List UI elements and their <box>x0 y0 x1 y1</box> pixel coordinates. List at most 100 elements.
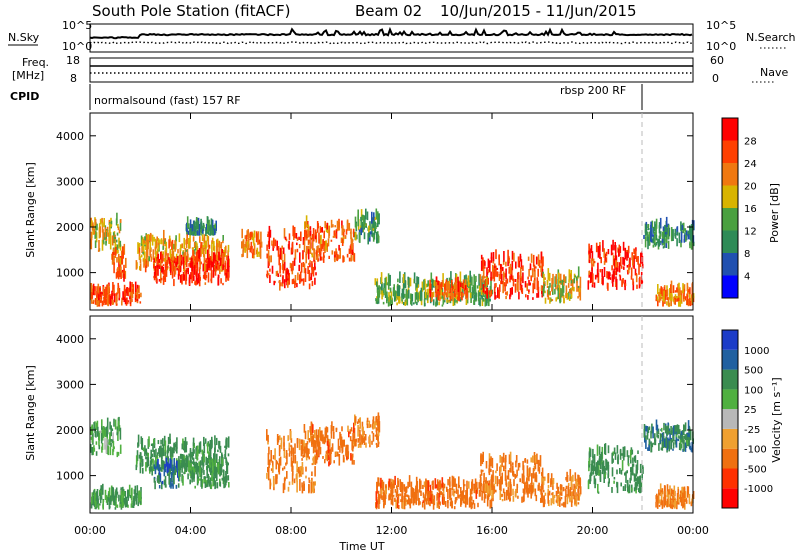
heatmap-cell <box>558 272 560 278</box>
heatmap-cell <box>156 258 159 265</box>
heatmap-cell <box>151 466 153 476</box>
heatmap-cell <box>164 440 167 452</box>
heatmap-cell <box>666 297 669 301</box>
heatmap-cell <box>214 228 216 236</box>
heatmap-cell <box>674 234 677 239</box>
heatmap-cell <box>157 440 160 445</box>
heatmap-cell <box>406 293 409 306</box>
heatmap-cell <box>488 458 491 468</box>
heatmap-cell <box>603 267 606 277</box>
heatmap-cell <box>590 258 593 265</box>
heatmap-cell <box>91 492 94 500</box>
heatmap-cell <box>423 279 425 291</box>
heatmap-cell <box>155 274 158 283</box>
heatmap-cell <box>632 472 634 476</box>
heatmap-cell <box>173 243 175 250</box>
heatmap-cell <box>514 279 517 282</box>
heatmap-cell <box>412 489 414 497</box>
power-scale-tick: 28 <box>744 137 757 148</box>
heatmap-cell <box>272 461 274 467</box>
heatmap-cell <box>206 234 209 242</box>
heatmap-cell <box>101 221 104 227</box>
heatmap-cell <box>458 281 461 294</box>
heatmap-cell <box>664 293 666 304</box>
heatmap-cell <box>115 501 117 508</box>
heatmap-cell <box>618 262 621 273</box>
heatmap-cell <box>94 286 96 291</box>
heatmap-cell <box>193 461 196 471</box>
heatmap-cell <box>570 480 573 489</box>
heatmap-cell <box>484 291 487 298</box>
heatmap-cell <box>112 252 114 263</box>
heatmap-cell <box>516 469 518 477</box>
heatmap-cell <box>189 228 191 232</box>
heatmap-cell <box>526 459 529 464</box>
heatmap-cell <box>153 449 155 458</box>
heatmap-cell <box>518 291 520 300</box>
heatmap-cell <box>269 229 272 238</box>
heatmap-cell <box>487 277 489 285</box>
heatmap-cell <box>377 435 379 442</box>
heatmap-cell <box>492 267 494 279</box>
heatmap-cell <box>162 438 164 447</box>
heatmap-cell <box>213 245 216 252</box>
heatmap-cell <box>267 249 270 262</box>
heatmap-cell <box>588 259 591 264</box>
heatmap-cell <box>602 240 604 252</box>
heatmap-cell <box>196 253 198 263</box>
heatmap-cell <box>537 254 540 267</box>
heatmap-cell <box>99 226 101 238</box>
heatmap-cell <box>471 481 473 486</box>
heatmap-cell <box>614 452 617 460</box>
heatmap-cell <box>490 468 492 472</box>
heatmap-cell <box>191 461 194 464</box>
heatmap-cell <box>202 451 204 460</box>
heatmap-cell <box>557 495 559 506</box>
heatmap-cell <box>689 287 691 295</box>
heatmap-cell <box>341 238 344 246</box>
heatmap-cell <box>151 234 154 246</box>
heatmap-cell <box>141 439 143 450</box>
heatmap-cell <box>169 262 172 273</box>
heatmap-cell <box>659 433 662 441</box>
heatmap-cell <box>673 296 675 300</box>
heatmap-cell <box>421 281 424 292</box>
heatmap-cell <box>627 463 630 467</box>
heatmap-cell <box>552 492 554 504</box>
heatmap-cell <box>405 487 408 494</box>
heatmap-cell <box>200 218 202 231</box>
heatmap-cell <box>96 489 99 500</box>
heatmap-cell <box>430 493 432 504</box>
heatmap-cell <box>525 485 528 493</box>
power-scale-tick: 20 <box>744 182 757 193</box>
heatmap-cell <box>307 265 309 274</box>
heatmap-cell <box>305 215 308 228</box>
heatmap-cell <box>402 289 405 300</box>
heatmap-cell <box>166 462 169 474</box>
heatmap-cell <box>90 426 92 435</box>
heatmap-cell <box>338 244 340 251</box>
heatmap-cell <box>490 252 493 263</box>
heatmap-cell <box>648 426 651 430</box>
heatmap-cell <box>420 490 422 496</box>
heatmap-cell <box>102 426 105 438</box>
heatmap-cell <box>532 254 535 267</box>
heatmap-cell <box>674 290 677 293</box>
heatmap-cell <box>171 250 174 261</box>
heatmap-cell <box>105 238 108 241</box>
heatmap-cell <box>118 288 121 298</box>
heatmap-cell <box>112 440 115 452</box>
heatmap-cell <box>174 240 176 252</box>
heatmap-cell <box>686 282 689 291</box>
heatmap-cell <box>632 281 635 291</box>
heatmap-cell <box>153 464 156 469</box>
heatmap-cell <box>304 272 307 282</box>
heatmap-cell <box>189 260 192 265</box>
heatmap-cell <box>620 256 622 267</box>
heatmap-cell <box>298 466 300 474</box>
heatmap-cell <box>678 429 681 435</box>
heatmap-cell <box>604 253 606 263</box>
heatmap-cell <box>176 256 179 265</box>
heatmap-cell <box>115 489 117 498</box>
